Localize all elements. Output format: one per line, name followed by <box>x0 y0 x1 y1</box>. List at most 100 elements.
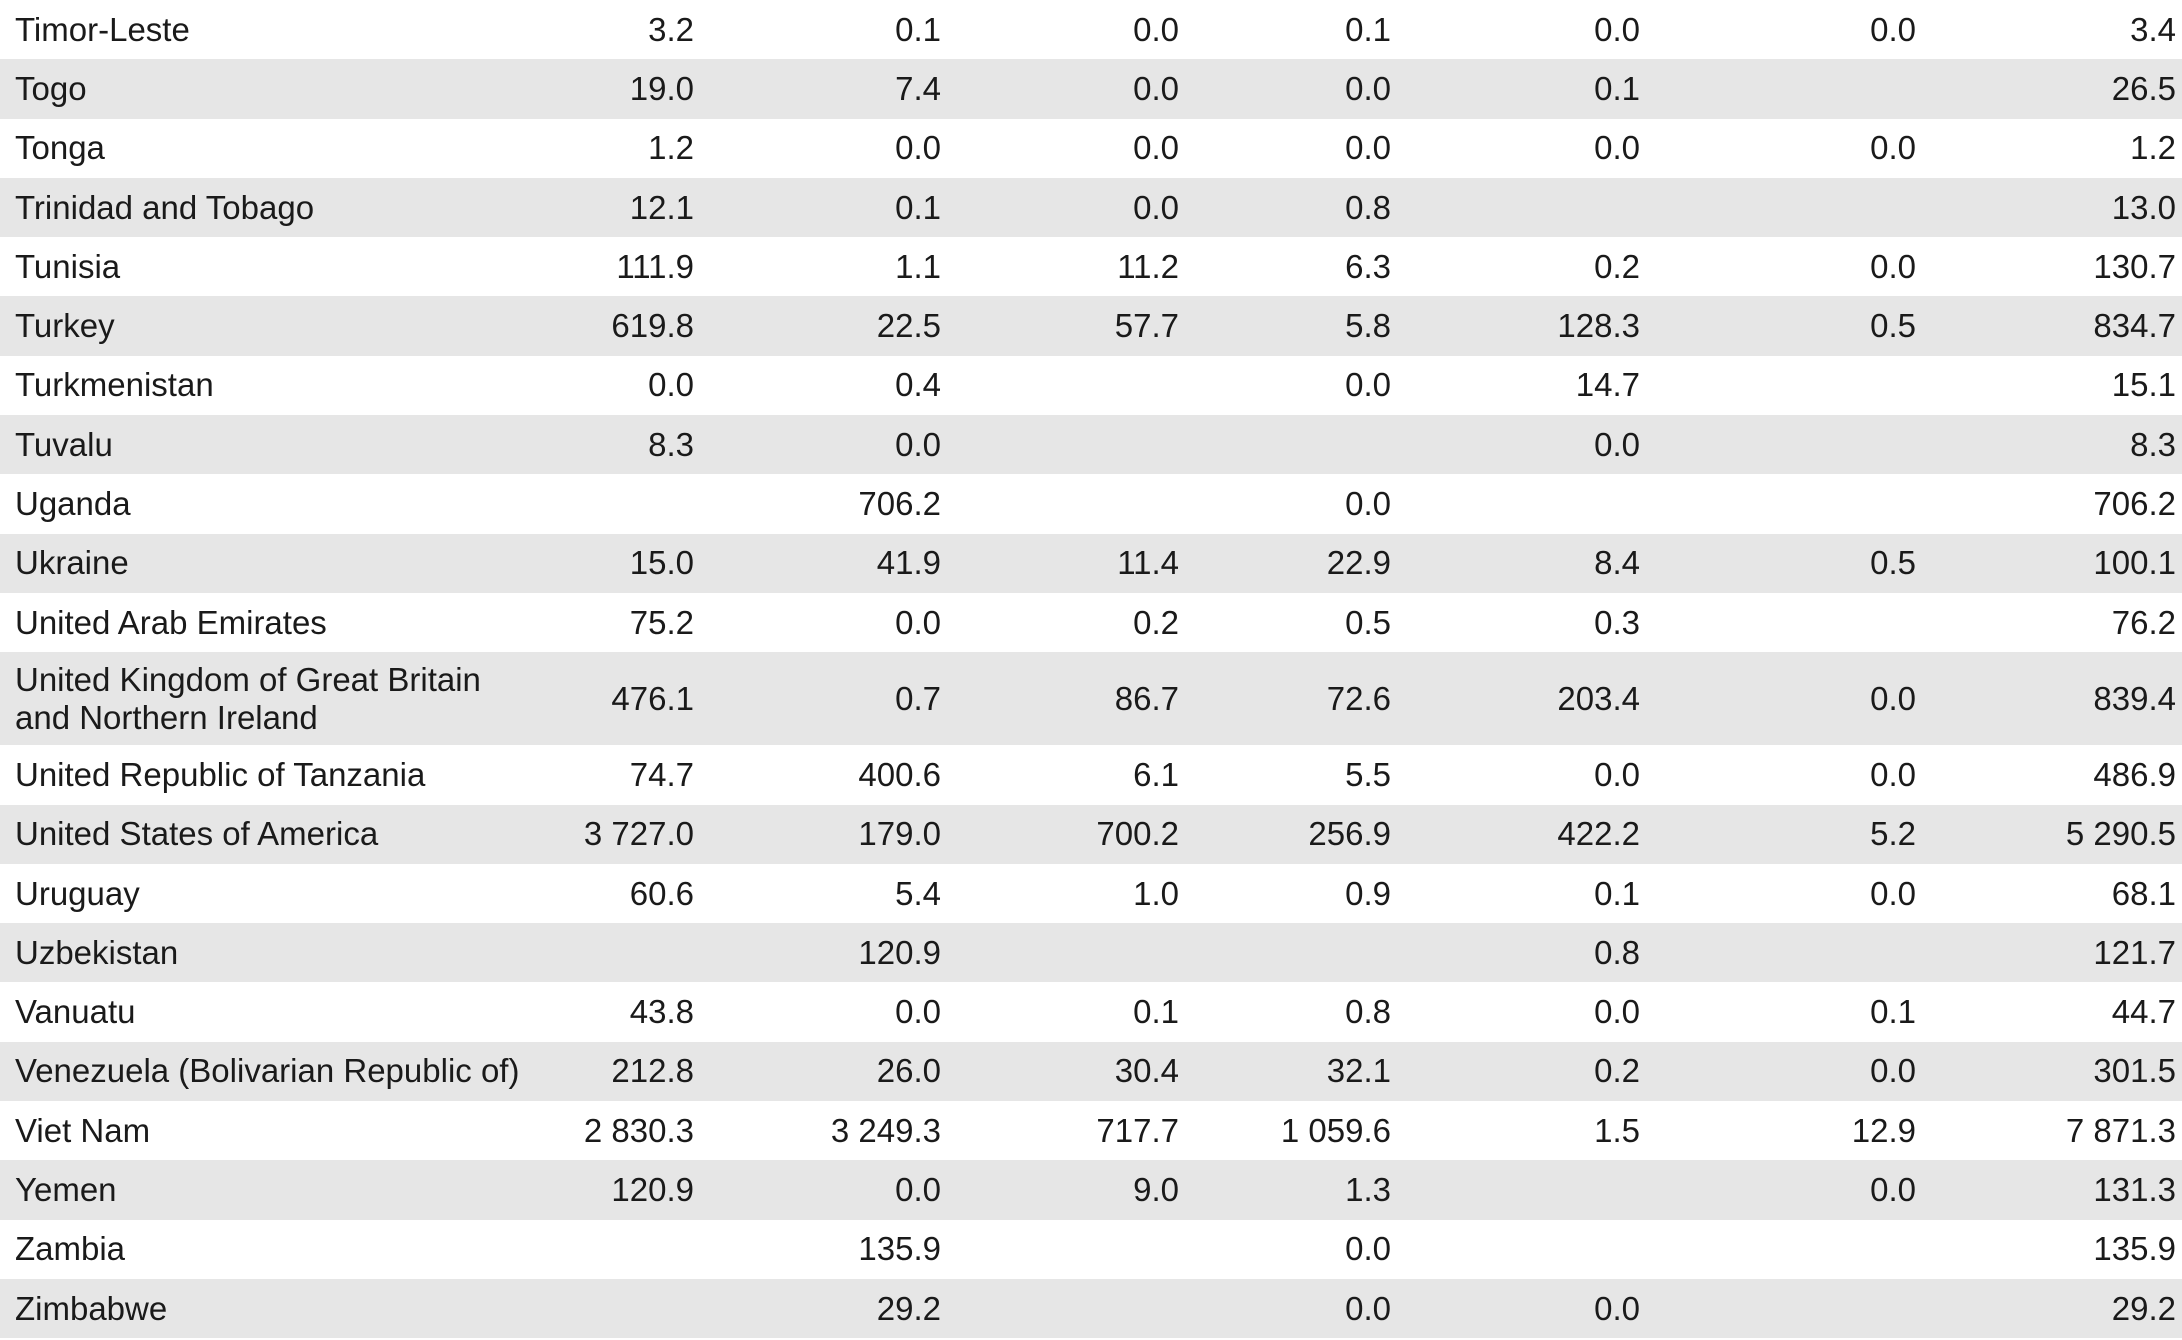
table-row: Tunisia 111.9 1.1 11.2 6.3 0.2 0.0 130.7 <box>0 237 2182 296</box>
value-cell-col-4: 0.0 <box>1345 1289 1391 1327</box>
value-cell-col-6: 0.0 <box>1870 679 1916 717</box>
value-cell-col-6: 0.0 <box>1870 874 1916 912</box>
table-row: Tuvalu 8.3 0.0 0.0 8.3 <box>0 415 2182 475</box>
value-cell-col-6 <box>1646 356 1922 415</box>
value-cell-col-4: 1 059.6 <box>1280 1111 1391 1149</box>
value-cell-col-4: 0.9 <box>1345 874 1391 912</box>
value-cell-col-2: 0.1 <box>895 10 941 48</box>
value-cell-col-1 <box>525 1220 700 1279</box>
value-cell-col-4: 0.5 <box>1345 603 1391 641</box>
country-name-cell: Zambia <box>15 1230 126 1268</box>
country-name-cell: United States of America <box>15 815 379 853</box>
value-cell-col-5: 0.1 <box>1594 874 1640 912</box>
country-name-cell: Yemen <box>15 1170 117 1208</box>
value-cell-col-5: 0.0 <box>1594 993 1640 1031</box>
value-cell-col-2: 135.9 <box>858 1230 941 1268</box>
value-cell-col-4: 0.8 <box>1345 993 1391 1031</box>
country-name-cell: Venezuela (Bolivarian Republic of) <box>15 1052 520 1090</box>
value-cell-col-1: 43.8 <box>629 993 694 1031</box>
value-cell-col-2: 0.0 <box>895 425 941 463</box>
value-cell-col-2: 0.0 <box>895 1170 941 1208</box>
value-cell-col-1: 3 727.0 <box>583 815 694 853</box>
value-cell-col-5 <box>1397 1160 1646 1219</box>
country-name-cell: Zimbabwe <box>15 1289 168 1327</box>
table-row: Uruguay 60.6 5.4 1.0 0.9 0.1 0.0 68.1 <box>0 864 2182 923</box>
value-cell-col-6: 0.0 <box>1870 1052 1916 1090</box>
value-cell-col-6: 0.1 <box>1870 993 1916 1031</box>
table-row: Venezuela (Bolivarian Republic of) 212.8 2… <box>0 1041 2182 1102</box>
value-cell-col-1: 60.6 <box>629 874 694 912</box>
value-cell-col-3: 0.2 <box>1133 603 1179 641</box>
value-cell-col-7: 486.9 <box>2093 755 2176 793</box>
value-cell-col-2: 0.1 <box>895 188 941 226</box>
value-cell-col-7: 7 871.3 <box>2065 1111 2176 1149</box>
value-cell-col-1 <box>525 1279 700 1338</box>
value-cell-col-3 <box>947 1279 1185 1338</box>
value-cell-col-1: 476.1 <box>611 679 694 717</box>
value-cell-col-2: 7.4 <box>895 69 941 107</box>
value-cell-col-4: 22.9 <box>1326 544 1391 582</box>
value-cell-col-5: 14.7 <box>1575 366 1640 404</box>
country-name-cell: Uruguay <box>15 874 140 912</box>
value-cell-col-7: 135.9 <box>2093 1230 2176 1268</box>
table-row: United States of America 3 727.0 179.0 700.… <box>0 804 2182 864</box>
value-cell-col-6: 0.0 <box>1870 129 1916 167</box>
value-cell-col-7: 29.2 <box>2111 1289 2176 1327</box>
country-name-cell: United Republic of Tanzania <box>15 755 426 793</box>
country-name-cell: United Kingdom of Great Britain and Nort… <box>15 660 481 736</box>
value-cell-col-2: 22.5 <box>876 307 941 345</box>
country-name-cell: Trinidad and Tobago <box>15 188 315 226</box>
value-cell-col-4: 0.1 <box>1345 10 1391 48</box>
value-cell-col-5: 1.5 <box>1594 1111 1640 1149</box>
value-cell-col-1: 619.8 <box>611 307 694 345</box>
value-cell-col-3: 0.1 <box>1133 993 1179 1031</box>
value-cell-col-2: 26.0 <box>876 1052 941 1090</box>
value-cell-col-3: 717.7 <box>1096 1111 1179 1149</box>
value-cell-col-7: 68.1 <box>2111 874 2176 912</box>
value-cell-col-2: 120.9 <box>858 933 941 971</box>
value-cell-col-1: 74.7 <box>629 755 694 793</box>
value-cell-col-1 <box>525 923 700 982</box>
value-cell-col-5 <box>1397 178 1646 237</box>
value-cell-col-1: 3.2 <box>648 10 694 48</box>
value-cell-col-4: 256.9 <box>1308 815 1391 853</box>
value-cell-col-7: 121.7 <box>2093 933 2176 971</box>
value-cell-col-3: 11.2 <box>1117 247 1179 285</box>
country-name-cell: Tuvalu <box>15 425 113 463</box>
value-cell-col-6: 12.9 <box>1851 1111 1916 1149</box>
value-cell-col-3: 1.0 <box>1133 874 1179 912</box>
value-cell-col-6: 0.0 <box>1870 755 1916 793</box>
value-cell-col-4: 5.8 <box>1345 307 1391 345</box>
value-cell-col-3: 9.0 <box>1133 1170 1179 1208</box>
value-cell-col-7: 3.4 <box>2130 10 2176 48</box>
value-cell-col-3 <box>947 474 1185 533</box>
value-cell-col-2: 29.2 <box>876 1289 941 1327</box>
value-cell-col-4: 0.0 <box>1345 129 1391 167</box>
value-cell-col-5 <box>1397 1220 1646 1279</box>
value-cell-col-3: 86.7 <box>1114 679 1179 717</box>
value-cell-col-5: 0.1 <box>1594 69 1640 107</box>
value-cell-col-2: 3 249.3 <box>830 1111 941 1149</box>
value-cell-col-1: 111.9 <box>616 247 694 285</box>
value-cell-col-5: 0.0 <box>1594 129 1640 167</box>
value-cell-col-4: 0.0 <box>1345 366 1391 404</box>
value-cell-col-3: 0.0 <box>1133 129 1179 167</box>
value-cell-col-7: 131.3 <box>2093 1170 2176 1208</box>
country-name-cell: Uganda <box>15 485 131 523</box>
value-cell-col-6 <box>1646 923 1922 982</box>
value-cell-col-3: 6.1 <box>1133 755 1179 793</box>
value-cell-col-7: 834.7 <box>2093 307 2176 345</box>
value-cell-col-6 <box>1646 1220 1922 1279</box>
country-name-cell: Turkey <box>15 307 115 345</box>
value-cell-col-7: 130.7 <box>2093 247 2176 285</box>
value-cell-col-2: 0.0 <box>895 993 941 1031</box>
table-row: Yemen 120.9 0.0 9.0 1.3 0.0 131.3 <box>0 1160 2182 1220</box>
value-cell-col-1: 0.0 <box>648 366 694 404</box>
value-cell-col-6: 0.5 <box>1870 544 1916 582</box>
value-cell-col-5: 0.8 <box>1594 933 1640 971</box>
table-row: United Arab Emirates 75.2 0.0 0.2 0.5 0.3 76.2 <box>0 593 2182 652</box>
table-row: Uzbekistan 120.9 0.8 121.7 <box>0 923 2182 983</box>
